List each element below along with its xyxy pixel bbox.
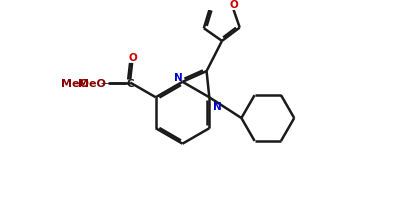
Text: N: N <box>213 101 222 111</box>
Text: —: — <box>101 78 112 88</box>
Text: O: O <box>230 0 239 10</box>
Text: MeO: MeO <box>78 78 106 88</box>
Text: O: O <box>128 53 137 63</box>
Text: C: C <box>126 78 134 88</box>
Text: N: N <box>174 73 182 83</box>
Text: MeO: MeO <box>61 78 89 88</box>
